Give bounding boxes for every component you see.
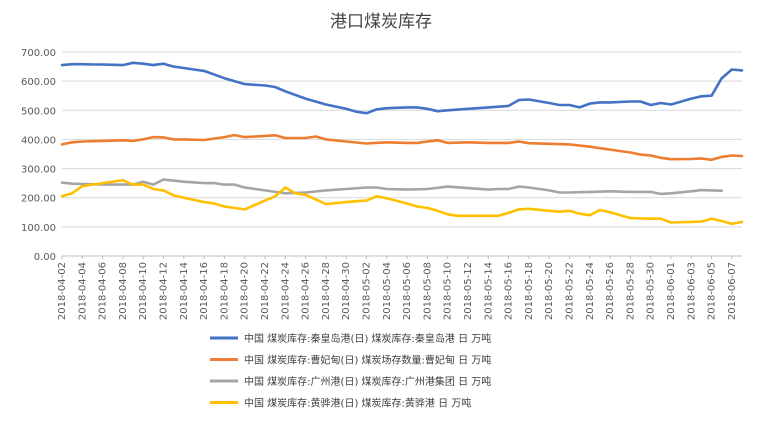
x-tick-label: 2018-06-03 — [686, 262, 697, 320]
x-tick-label: 2018-05-24 — [585, 262, 596, 320]
series-lines — [60, 61, 744, 226]
y-tick-label: 300.00 — [21, 165, 56, 176]
x-tick-label: 2018-05-04 — [382, 262, 393, 320]
legend-label-4: 中国 煤炭库存:黄骅港(日) 煤炭库存:黄骅港 日 万吨 — [244, 397, 471, 410]
x-tick-label: 2018-05-10 — [443, 262, 454, 320]
chart-title: 港口煤炭库存 — [330, 12, 432, 32]
x-tick-label: 2018-06-05 — [707, 262, 718, 320]
x-tick-label: 2018-05-12 — [463, 262, 474, 320]
x-tick-label: 2018-05-16 — [504, 262, 515, 320]
x-tick-label: 2018-04-08 — [118, 262, 129, 320]
y-tick-label: 100.00 — [21, 223, 56, 234]
x-tick-label: 2018-06-01 — [666, 262, 677, 320]
x-tick-label: 2018-05-20 — [544, 262, 555, 320]
legend-label-2: 中国 煤炭库存:曹妃甸(日) 煤炭场存数量:曹妃甸 日 万吨 — [244, 354, 491, 367]
x-tick-label: 2018-05-26 — [605, 262, 616, 320]
y-tick-label: 0.00 — [34, 252, 56, 263]
x-tick-label: 2018-05-28 — [625, 262, 636, 320]
x-tick-label: 2018-04-14 — [179, 262, 190, 320]
y-tick-label: 200.00 — [21, 194, 56, 205]
x-tick-label: 2018-04-24 — [280, 262, 291, 320]
x-axis-ticks: 2018-04-02 2018-04-04 2018-04-06 2018-04-08… — [57, 256, 738, 320]
legend-label-1: 中国 煤炭库存:秦皇岛港(日) 煤炭库存:秦皇岛港 日 万吨 — [244, 332, 491, 345]
x-tick-label: 2018-05-14 — [483, 262, 494, 320]
series-line-1 — [60, 61, 744, 115]
x-tick-label: 2018-05-08 — [422, 262, 433, 320]
y-tick-label: 600.00 — [21, 77, 56, 88]
x-tick-label: 2018-05-30 — [646, 262, 657, 320]
x-tick-label: 2018-04-16 — [199, 262, 210, 320]
x-tick-label: 2018-04-02 — [57, 262, 68, 320]
x-tick-label: 2018-05-02 — [361, 262, 372, 320]
x-tick-label: 2018-04-20 — [240, 262, 251, 320]
x-tick-label: 2018-04-30 — [341, 262, 352, 320]
x-tick-label: 2018-04-26 — [301, 262, 312, 320]
legend-label-3: 中国 煤炭库存:广州港(日) 煤炭库存:广州港集团 日 万吨 — [244, 375, 491, 388]
x-tick-label: 2018-04-28 — [321, 262, 332, 320]
x-tick-label: 2018-04-22 — [260, 262, 271, 320]
x-tick-label: 2018-06-07 — [727, 262, 738, 320]
x-tick-label: 2018-04-04 — [77, 262, 88, 320]
series-line-4 — [60, 178, 744, 226]
y-tick-label: 500.00 — [21, 106, 56, 117]
y-tick-label: 400.00 — [21, 135, 56, 146]
x-tick-label: 2018-05-06 — [402, 262, 413, 320]
x-tick-label: 2018-04-12 — [158, 262, 169, 320]
x-tick-label: 2018-04-10 — [138, 262, 149, 320]
y-tick-label: 700.00 — [21, 48, 56, 59]
series-line-3 — [60, 178, 723, 196]
x-tick-label: 2018-04-18 — [219, 262, 230, 320]
x-tick-label: 2018-05-22 — [564, 262, 575, 320]
x-tick-label: 2018-05-18 — [524, 262, 535, 320]
x-tick-label: 2018-04-06 — [98, 262, 109, 320]
y-axis-ticks: 0.00 100.00 200.00 300.00 400.00 500.00 600.00… — [21, 48, 56, 263]
series-line-2 — [60, 133, 744, 162]
